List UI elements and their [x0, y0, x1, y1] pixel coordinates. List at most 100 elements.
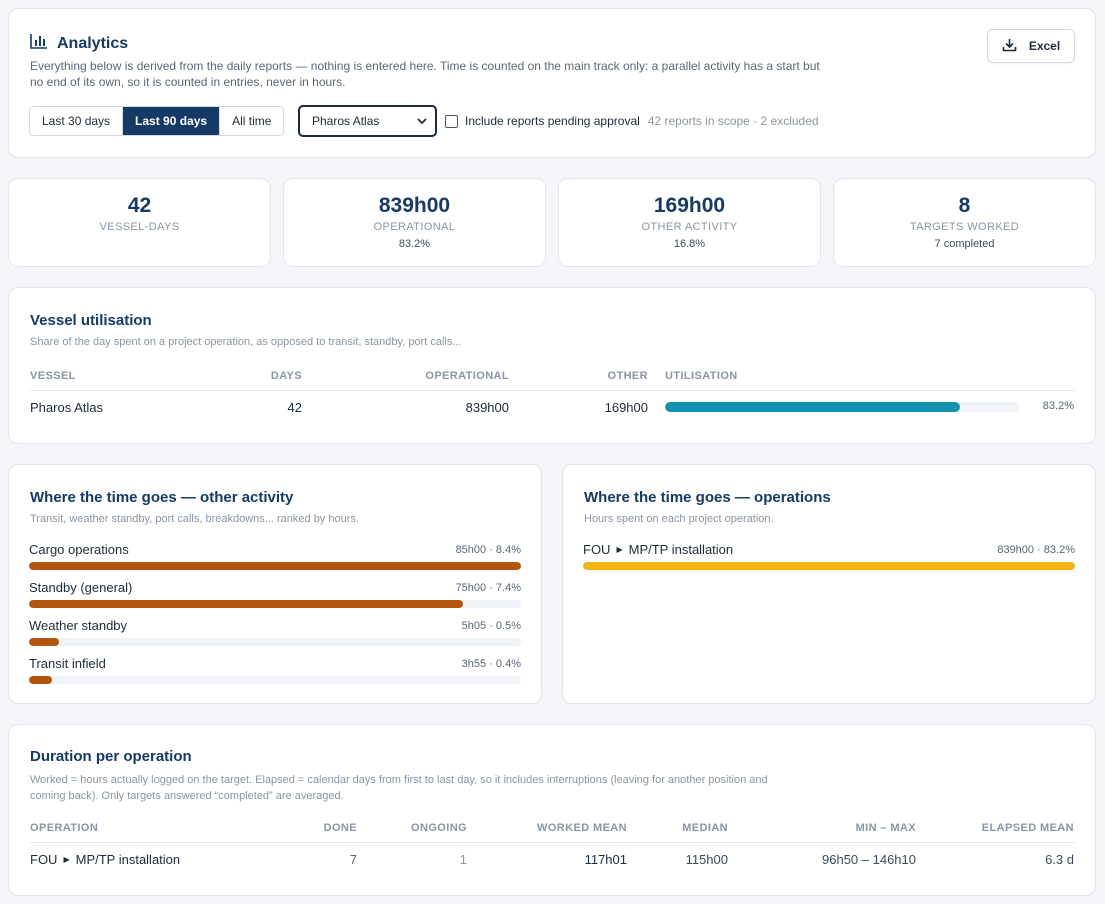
- col-median: MEDIAN: [682, 822, 728, 834]
- operation-group: FOU: [583, 542, 611, 557]
- kpi-value: 42: [127, 194, 152, 217]
- row-min-max: 96h50 – 146h10: [822, 852, 916, 867]
- col-operation: OPERATION: [30, 822, 99, 834]
- vessel-select[interactable]: Pharos Atlas: [298, 105, 437, 137]
- kpi-label: OTHER ACTIVITY: [641, 221, 738, 233]
- col-vessel: VESSEL: [30, 370, 76, 382]
- col-other: OTHER: [607, 370, 648, 382]
- other-activity-row: Cargo operations 85h00 · 8.4%: [29, 542, 521, 580]
- activity-bar-fill: [29, 676, 52, 684]
- activity-bar-track: [29, 638, 521, 646]
- col-days: DAYS: [270, 370, 302, 382]
- operation-label: MP/TP installation: [628, 542, 734, 557]
- operation-bar-fill: [583, 562, 1075, 570]
- activity-bar-fill: [29, 562, 521, 570]
- utilisation-bar-track: [665, 402, 1020, 412]
- range-last-30-days[interactable]: Last 30 days: [30, 107, 124, 135]
- range-all-time[interactable]: All time: [220, 107, 284, 135]
- bar-chart-icon: [30, 33, 48, 54]
- pending-approval-label[interactable]: Include reports pending approval: [465, 114, 640, 128]
- page-title: Analytics: [57, 34, 129, 52]
- other-activity-row: Transit infield 3h55 · 0.4%: [29, 656, 521, 694]
- vessel-utilisation-card: Vessel utilisation Share of the day spen…: [8, 287, 1096, 444]
- table-divider: [30, 390, 1075, 391]
- kpi-vessel-days: 42 VESSEL-DAYS: [8, 178, 271, 267]
- col-worked-mean: WORKED MEAN: [537, 822, 627, 834]
- analytics-header-card: Analytics Everything below is derived fr…: [8, 8, 1096, 158]
- row-elapsed-mean: 6.3 d: [1045, 852, 1074, 867]
- activity-name: Weather standby: [29, 618, 128, 633]
- activity-name: Transit infield: [29, 656, 106, 671]
- col-ongoing: ONGOING: [411, 822, 467, 834]
- kpi-label: OPERATIONAL: [373, 221, 456, 233]
- row-ongoing: 1: [459, 852, 467, 867]
- activity-meta: 3h55 · 0.4%: [461, 658, 521, 670]
- intro-text: Everything below is derived from the dai…: [30, 59, 820, 89]
- triangle-right-icon: ▶: [63, 855, 70, 864]
- activity-meta: 5h05 · 0.5%: [461, 620, 521, 632]
- row-utilisation-pct: 83.2%: [1042, 400, 1074, 412]
- activity-name: Cargo operations: [29, 542, 129, 557]
- operation-name: FOU ▶ MP/TP installation: [583, 542, 733, 557]
- excel-export-label: Excel: [1028, 39, 1061, 53]
- duration-card: Duration per operation Worked = hours ac…: [8, 724, 1096, 896]
- utilisation-bar-fill: [665, 402, 961, 412]
- duration-title: Duration per operation: [30, 748, 192, 765]
- kpi-value: 8: [958, 194, 971, 217]
- operations-title: Where the time goes — operations: [584, 489, 831, 506]
- operation-row: FOU ▶ MP/TP installation 839h00 · 83.2%: [583, 542, 1075, 580]
- pending-approval-toggle: Include reports pending approval 42 repo…: [445, 114, 819, 128]
- operation-group: FOU: [30, 852, 58, 867]
- kpi-sub: 7 completed: [934, 238, 995, 250]
- kpi-value: 169h00: [653, 194, 726, 217]
- activity-bar-track: [29, 562, 521, 570]
- kpi-sub: 83.2%: [398, 238, 431, 250]
- other-activity-subtitle: Transit, weather standby, port calls, br…: [30, 513, 359, 525]
- row-vessel: Pharos Atlas: [30, 400, 103, 415]
- activity-bar-fill: [29, 638, 59, 646]
- pending-approval-checkbox[interactable]: [445, 114, 458, 128]
- excel-export-button[interactable]: Excel: [987, 29, 1075, 63]
- col-done: DONE: [323, 822, 357, 834]
- row-done: 7: [349, 852, 357, 867]
- table-divider: [30, 842, 1075, 843]
- operations-card: Where the time goes — operations Hours s…: [562, 464, 1096, 704]
- scope-summary: 42 reports in scope · 2 excluded: [647, 114, 819, 128]
- duration-subtitle: Worked = hours actually logged on the ta…: [30, 774, 768, 802]
- activity-bar-fill: [29, 600, 463, 608]
- date-range-segmented: Last 30 days Last 90 days All time: [29, 106, 285, 136]
- operation-meta: 839h00 · 83.2%: [997, 544, 1075, 556]
- kpi-value: 839h00: [378, 194, 451, 217]
- download-icon: [1002, 38, 1017, 55]
- other-activity-title: Where the time goes — other activity: [30, 489, 294, 506]
- col-elapsed-mean: ELAPSED MEAN: [981, 822, 1074, 834]
- vessel-select-value: Pharos Atlas: [312, 114, 380, 128]
- row-operation: FOU ▶ MP/TP installation: [30, 852, 180, 867]
- operation-bar-track: [583, 562, 1075, 570]
- row-other: 169h00: [604, 400, 648, 415]
- utilisation-title: Vessel utilisation: [30, 312, 152, 329]
- kpi-targets-worked: 8 TARGETS WORKED 7 completed: [833, 178, 1096, 267]
- kpi-operational: 839h00 OPERATIONAL 83.2%: [283, 178, 546, 267]
- title-row: Analytics: [30, 33, 128, 54]
- chevron-down-icon: [417, 114, 427, 128]
- kpi-sub: 16.8%: [673, 238, 706, 250]
- kpi-label: TARGETS WORKED: [909, 221, 1020, 233]
- triangle-right-icon: ▶: [616, 545, 623, 554]
- activity-meta: 75h00 · 7.4%: [455, 582, 521, 594]
- row-days: 42: [287, 400, 302, 415]
- range-last-90-days[interactable]: Last 90 days: [123, 107, 221, 135]
- activity-name: Standby (general): [29, 580, 133, 595]
- other-activity-row: Weather standby 5h05 · 0.5%: [29, 618, 521, 656]
- row-operational: 839h00: [465, 400, 509, 415]
- row-worked-mean: 117h01: [584, 852, 627, 867]
- col-utilisation: UTILISATION: [665, 370, 738, 382]
- operation-label: MP/TP installation: [75, 852, 181, 867]
- operations-subtitle: Hours spent on each project operation.: [584, 513, 774, 525]
- kpi-other-activity: 169h00 OTHER ACTIVITY 16.8%: [558, 178, 821, 267]
- activity-bar-track: [29, 676, 521, 684]
- col-operational: OPERATIONAL: [425, 370, 509, 382]
- activity-bar-track: [29, 600, 521, 608]
- row-median: 115h00: [685, 852, 728, 867]
- other-activity-card: Where the time goes — other activity Tra…: [8, 464, 542, 704]
